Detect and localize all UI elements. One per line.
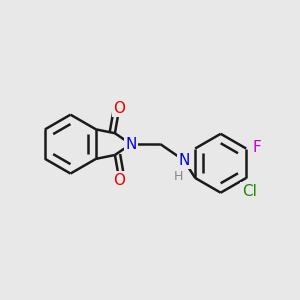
Text: N: N <box>178 153 190 168</box>
Text: N: N <box>125 136 136 152</box>
Text: F: F <box>252 140 261 154</box>
Text: O: O <box>113 172 125 188</box>
Text: Cl: Cl <box>242 184 256 199</box>
Text: H: H <box>173 170 183 183</box>
Text: O: O <box>113 101 125 116</box>
